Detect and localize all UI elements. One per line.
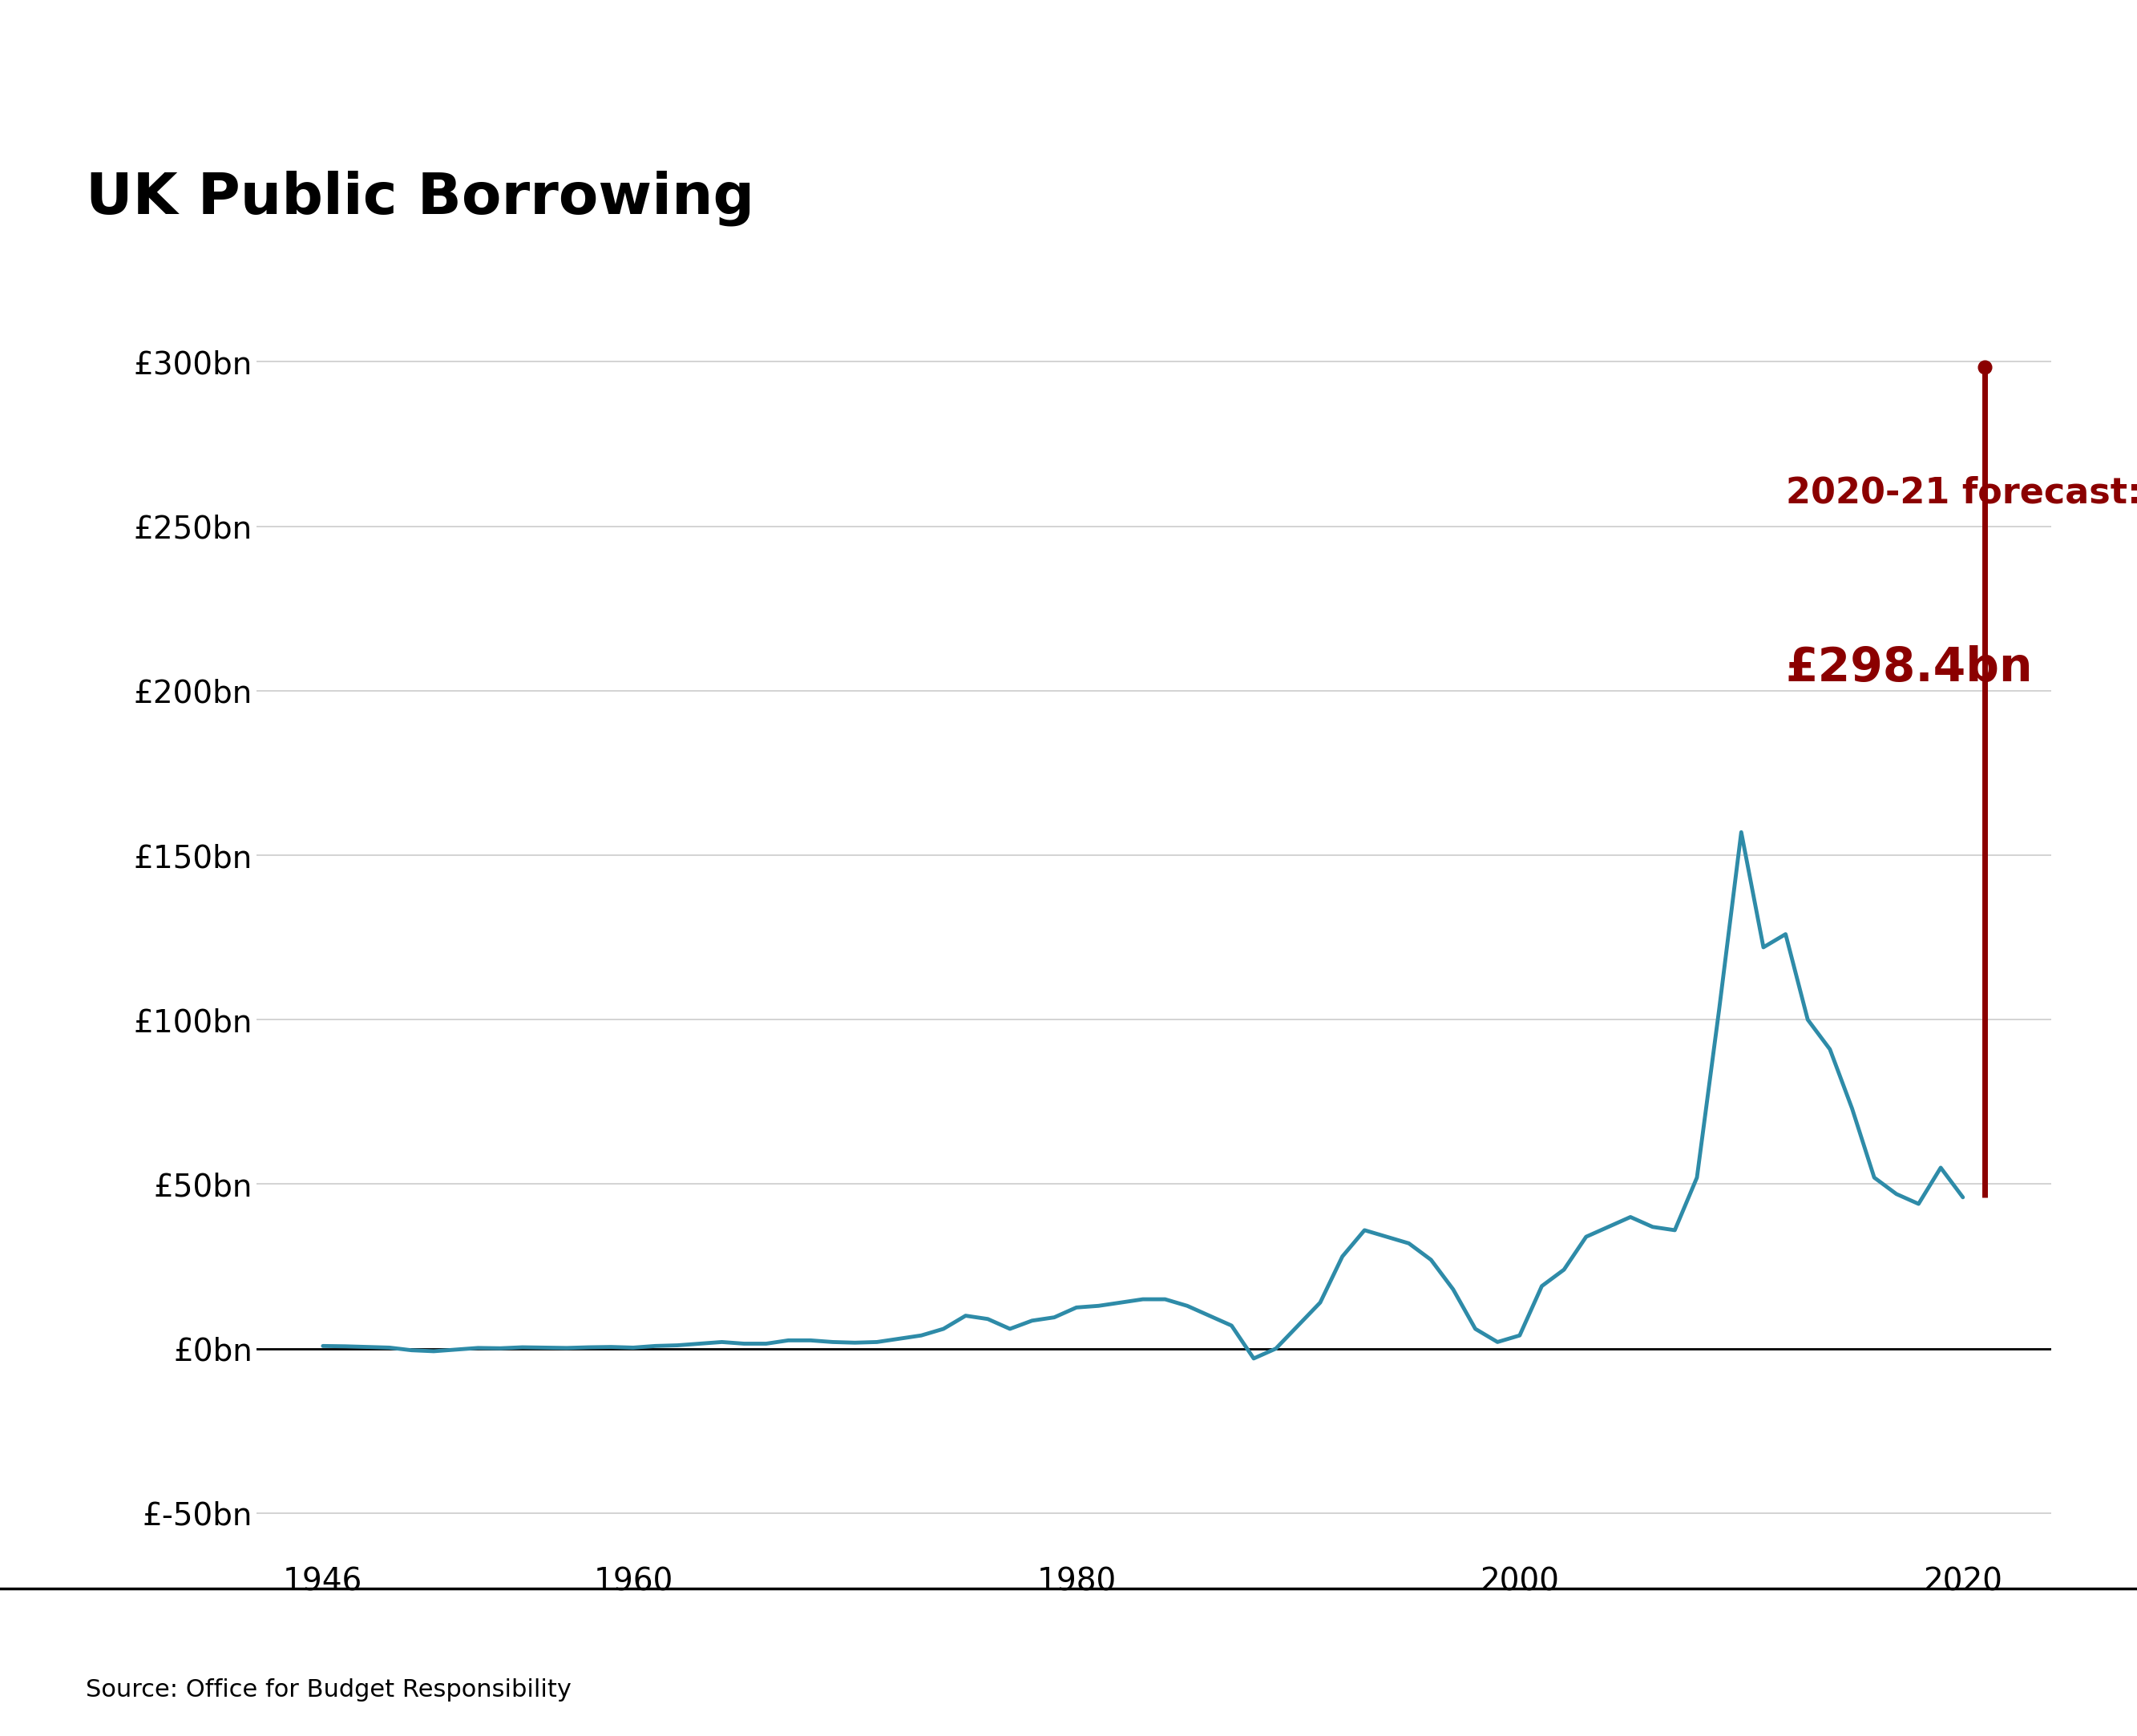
- Text: 2020-21 forecast:: 2020-21 forecast:: [1787, 476, 2137, 510]
- Text: BBC: BBC: [1951, 1658, 2002, 1684]
- Text: Source: Office for Budget Responsibility: Source: Office for Budget Responsibility: [85, 1679, 571, 1701]
- Text: £298.4bn: £298.4bn: [1787, 646, 2032, 691]
- Text: UK Public Borrowing: UK Public Borrowing: [85, 170, 754, 226]
